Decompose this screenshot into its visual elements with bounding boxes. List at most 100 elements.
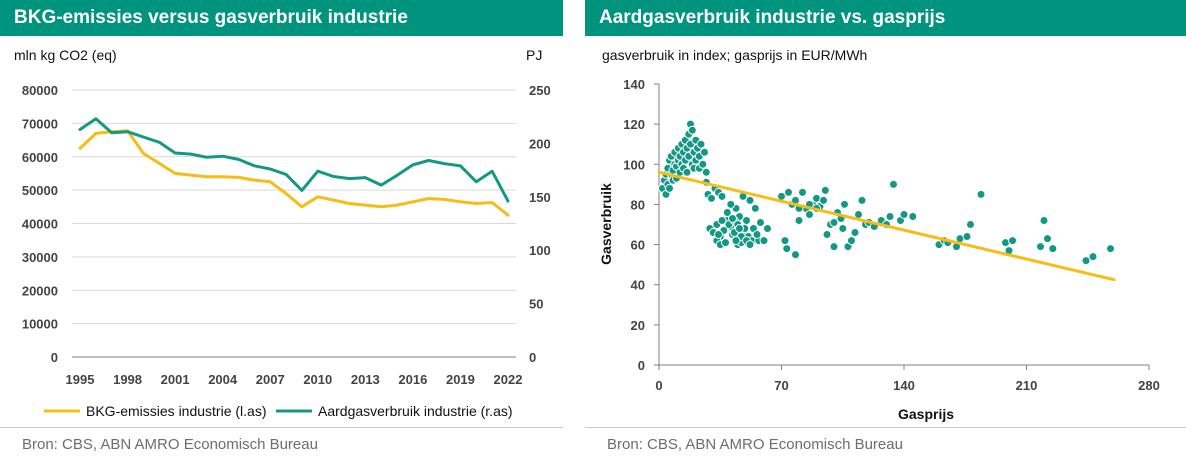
scatter-point bbox=[700, 147, 709, 157]
series-line-emissions bbox=[78, 129, 510, 217]
scatter-point bbox=[717, 191, 727, 201]
y-left-tick-label: 40000 bbox=[22, 217, 58, 232]
x-tick-label: 1998 bbox=[113, 372, 142, 387]
scatter-point bbox=[742, 216, 751, 225]
scatter-point bbox=[698, 159, 708, 169]
y-right-tick-label: 150 bbox=[529, 190, 551, 205]
scatter-point bbox=[820, 185, 830, 195]
scatter-point bbox=[1106, 244, 1115, 254]
left-y-ticks: 0 10000 20000 30000 40000 50000 60000 70000 8000… bbox=[22, 83, 58, 365]
scatter-point bbox=[899, 210, 909, 219]
y-left-tick-label: 0 bbox=[51, 350, 58, 365]
y-left-tick-label: 10000 bbox=[22, 317, 58, 332]
scatter-point bbox=[829, 218, 839, 227]
scatter-point bbox=[840, 199, 849, 209]
scatter-point bbox=[908, 212, 918, 221]
scatter-x-tick-label: 0 bbox=[655, 378, 662, 393]
y-left-tick-label: 70000 bbox=[22, 116, 58, 131]
scatter-point bbox=[798, 187, 807, 197]
right-divider bbox=[585, 427, 1186, 428]
scatter-point bbox=[726, 199, 736, 209]
scatter-x-tick-label: 210 bbox=[1016, 378, 1038, 393]
scatter-point bbox=[885, 212, 895, 221]
y-left-tick-label: 50000 bbox=[22, 183, 58, 198]
scatter-point bbox=[857, 195, 867, 205]
left-title-bar: BKG-emissies versus gasverbruik industri… bbox=[0, 0, 563, 36]
scatter-point bbox=[966, 220, 975, 229]
legend: BKG-emissies industrie (l.as) Aardgasver… bbox=[44, 403, 513, 419]
scatter-point bbox=[745, 195, 755, 205]
x-tick-label: 2001 bbox=[161, 372, 190, 387]
x-tick-label: 2022 bbox=[494, 372, 523, 387]
scatter-point bbox=[1036, 242, 1045, 252]
scatter-point bbox=[780, 236, 790, 246]
scatter-point bbox=[759, 236, 769, 246]
scatter-y-ticks: 0 20 40 60 80 100 120 140 bbox=[623, 77, 659, 373]
x-tick-label: 2004 bbox=[208, 372, 238, 387]
scatter-point bbox=[889, 179, 898, 189]
legend-label-gas: Aardgasverbruik industrie (r.as) bbox=[318, 403, 513, 419]
scatter-x-ticks: 0 70 140 210 280 bbox=[655, 365, 1160, 393]
scatter-point bbox=[791, 250, 800, 260]
y-right-tick-label: 0 bbox=[529, 350, 536, 365]
scatter-point bbox=[962, 232, 972, 241]
scatter-point bbox=[794, 216, 804, 225]
left-divider bbox=[0, 427, 563, 428]
y-right-tick-label: 50 bbox=[529, 297, 543, 312]
scatter-y-tick-label: 80 bbox=[631, 197, 645, 212]
x-tick-label: 2013 bbox=[351, 372, 380, 387]
scatter-point bbox=[721, 238, 730, 248]
y-left-tick-label: 30000 bbox=[22, 250, 58, 265]
x-tick-label: 2016 bbox=[398, 372, 427, 387]
y-left-tick-label: 80000 bbox=[22, 83, 58, 98]
x-ticks: 1995 1998 2001 2004 2007 2010 2013 2016 2019 2022 bbox=[66, 372, 523, 387]
scatter-point bbox=[819, 195, 828, 205]
scatter-point bbox=[805, 210, 814, 219]
y-left-tick-label: 20000 bbox=[22, 283, 58, 298]
scatter-point bbox=[687, 125, 697, 135]
scatter-point bbox=[731, 236, 741, 246]
scatter-point bbox=[763, 224, 772, 233]
scatter-y-tick-label: 40 bbox=[631, 278, 645, 293]
trendline-group bbox=[657, 170, 1116, 282]
scatter-point bbox=[1008, 236, 1017, 246]
left-chart-svg: mln kg CO2 (eq) PJ 0 10000 20000 30000 40000… bbox=[14, 47, 551, 419]
scatter-point bbox=[847, 236, 856, 246]
right-chart-svg: gasverbruik in index; gasprijs in EUR/MW… bbox=[598, 47, 1160, 422]
x-tick-label: 2010 bbox=[303, 372, 332, 387]
scatter-point bbox=[1081, 256, 1091, 266]
series-group bbox=[78, 117, 510, 217]
left-source: Bron: CBS, ABN AMRO Economisch Bureau bbox=[22, 436, 318, 453]
scatter-x-axis-label: Gasprijs bbox=[898, 406, 954, 422]
scatter-y-tick-label: 140 bbox=[623, 77, 645, 92]
right-title-bar: Aardgasverbruik industrie vs. gasprijs bbox=[585, 0, 1186, 36]
scatter-y-tick-label: 20 bbox=[631, 318, 645, 333]
scatter-point bbox=[1043, 234, 1052, 244]
scatter-point bbox=[1088, 252, 1098, 262]
scatter-point bbox=[976, 189, 986, 199]
emissions-chart-panel: BKG-emissies versus gasverbruik industri… bbox=[0, 0, 563, 461]
y-right-tick-label: 200 bbox=[529, 136, 551, 151]
x-tick-label: 1995 bbox=[66, 372, 95, 387]
scatter-x-tick-label: 280 bbox=[1138, 378, 1160, 393]
right-y-ticks: 0 50 100 150 200 250 bbox=[529, 83, 551, 365]
scatter-point bbox=[750, 203, 760, 213]
scatter-point bbox=[717, 216, 727, 225]
scatter-point bbox=[745, 240, 755, 250]
scatter-point bbox=[665, 183, 674, 193]
series-line-gas bbox=[78, 117, 510, 203]
x-tick-label: 2019 bbox=[446, 372, 475, 387]
scatter-y-tick-label: 60 bbox=[631, 238, 645, 253]
y-right-tick-label: 100 bbox=[529, 243, 551, 258]
scatter-point bbox=[735, 224, 744, 233]
scatter-point bbox=[682, 167, 692, 177]
scatter-point bbox=[850, 228, 860, 237]
scatter-point bbox=[838, 224, 848, 233]
scatter-point bbox=[1039, 216, 1049, 225]
scatter-point bbox=[822, 230, 832, 239]
trendline bbox=[657, 170, 1116, 282]
left-y-axis-label: mln kg CO2 (eq) bbox=[14, 47, 117, 63]
scatter-points bbox=[658, 119, 1115, 266]
scatter-y-axis-label: Gasverbruik bbox=[598, 183, 614, 265]
scatter-point bbox=[752, 230, 762, 239]
